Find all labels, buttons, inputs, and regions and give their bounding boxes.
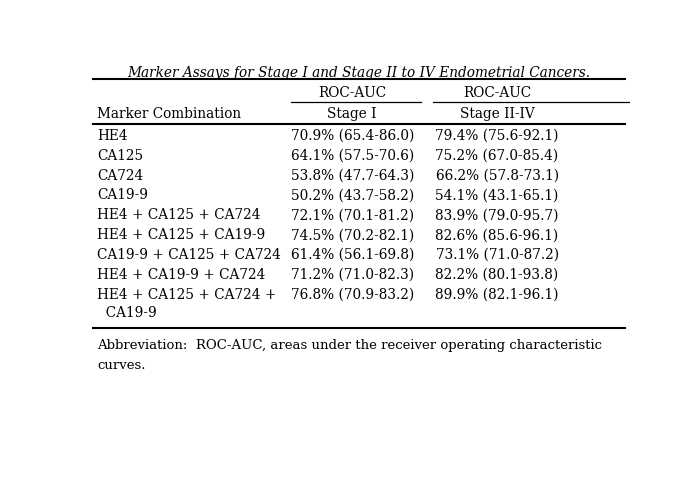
Text: Stage II-IV: Stage II-IV: [460, 107, 535, 121]
Text: CA19-9: CA19-9: [97, 188, 148, 202]
Text: 83.9% (79.0-95.7): 83.9% (79.0-95.7): [435, 208, 559, 222]
Text: 75.2% (67.0-85.4): 75.2% (67.0-85.4): [435, 149, 559, 163]
Text: 66.2% (57.8-73.1): 66.2% (57.8-73.1): [435, 169, 559, 183]
Text: 76.8% (70.9-83.2): 76.8% (70.9-83.2): [290, 288, 414, 302]
Text: HE4 + CA19-9 + CA724: HE4 + CA19-9 + CA724: [97, 268, 265, 282]
Text: 54.1% (43.1-65.1): 54.1% (43.1-65.1): [435, 188, 559, 202]
Text: 82.6% (85.6-96.1): 82.6% (85.6-96.1): [435, 228, 559, 242]
Text: HE4 + CA125 + CA19-9: HE4 + CA125 + CA19-9: [97, 228, 265, 242]
Text: Marker Assays for Stage I and Stage II to IV Endometrial Cancers.: Marker Assays for Stage I and Stage II t…: [127, 66, 590, 80]
Text: 61.4% (56.1-69.8): 61.4% (56.1-69.8): [290, 248, 414, 262]
Text: curves.: curves.: [97, 359, 146, 372]
Text: 79.4% (75.6-92.1): 79.4% (75.6-92.1): [435, 129, 559, 143]
Text: Stage I: Stage I: [328, 107, 377, 121]
Text: 89.9% (82.1-96.1): 89.9% (82.1-96.1): [435, 288, 559, 302]
Text: ROC-AUC: ROC-AUC: [318, 86, 386, 100]
Text: 53.8% (47.7-64.3): 53.8% (47.7-64.3): [290, 169, 414, 183]
Text: CA125: CA125: [97, 149, 144, 163]
Text: HE4 + CA125 + CA724: HE4 + CA125 + CA724: [97, 208, 261, 222]
Text: HE4: HE4: [97, 129, 128, 143]
Text: 50.2% (43.7-58.2): 50.2% (43.7-58.2): [290, 188, 414, 202]
Text: HE4 + CA125 + CA724 +: HE4 + CA125 + CA724 +: [97, 288, 276, 302]
Text: CA19-9 + CA125 + CA724: CA19-9 + CA125 + CA724: [97, 248, 281, 262]
Text: 71.2% (71.0-82.3): 71.2% (71.0-82.3): [290, 268, 414, 282]
Text: 82.2% (80.1-93.8): 82.2% (80.1-93.8): [435, 268, 559, 282]
Text: 74.5% (70.2-82.1): 74.5% (70.2-82.1): [290, 228, 414, 242]
Text: 64.1% (57.5-70.6): 64.1% (57.5-70.6): [290, 149, 414, 163]
Text: Abbreviation:  ROC-AUC, areas under the receiver operating characteristic: Abbreviation: ROC-AUC, areas under the r…: [97, 339, 602, 352]
Text: CA724: CA724: [97, 169, 144, 183]
Text: Marker Combination: Marker Combination: [97, 107, 241, 121]
Text: ROC-AUC: ROC-AUC: [463, 86, 531, 100]
Text: 73.1% (71.0-87.2): 73.1% (71.0-87.2): [435, 248, 559, 262]
Text: 72.1% (70.1-81.2): 72.1% (70.1-81.2): [290, 208, 414, 222]
Text: CA19-9: CA19-9: [97, 306, 157, 319]
Text: 70.9% (65.4-86.0): 70.9% (65.4-86.0): [290, 129, 414, 143]
